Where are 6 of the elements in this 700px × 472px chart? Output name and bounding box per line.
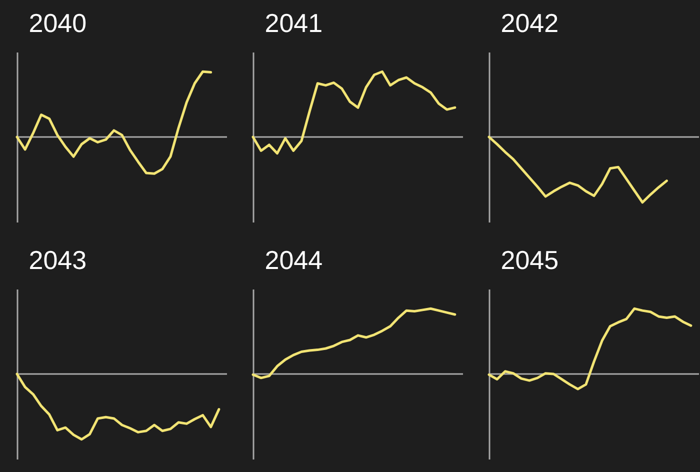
chart-title: 2044 — [264, 245, 323, 275]
chart-title: 2041 — [264, 8, 323, 38]
chart-title: 2045 — [500, 245, 559, 275]
chart-title: 2042 — [500, 8, 559, 38]
chart-title: 2043 — [28, 245, 87, 275]
chart-title: 2040 — [28, 8, 87, 38]
